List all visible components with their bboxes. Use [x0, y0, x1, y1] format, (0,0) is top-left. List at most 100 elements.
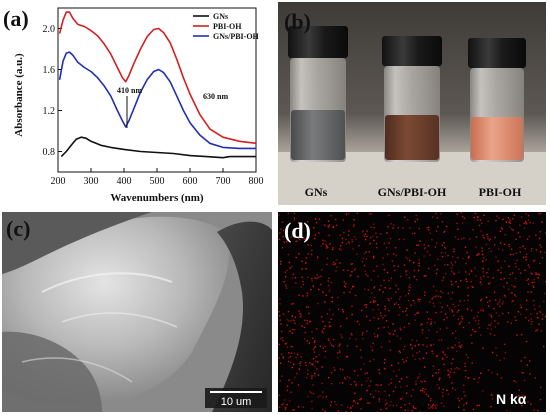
eds-dot: [442, 276, 445, 279]
eds-dot: [284, 343, 287, 345]
eds-dot: [435, 290, 438, 292]
eds-dot: [506, 282, 508, 284]
eds-dot: [433, 285, 435, 288]
eds-dot: [384, 287, 386, 289]
eds-dot: [436, 268, 438, 271]
eds-dot: [411, 339, 413, 341]
eds-dot: [366, 230, 368, 232]
eds-dot: [313, 341, 316, 344]
eds-dot: [509, 219, 511, 221]
eds-dot: [320, 275, 322, 277]
eds-dot: [433, 305, 436, 307]
eds-dot: [320, 245, 322, 247]
eds-dot: [373, 358, 375, 361]
eds-dot: [432, 407, 434, 409]
eds-dot: [498, 314, 500, 317]
eds-dot: [463, 409, 465, 411]
eds-dot: [402, 227, 404, 229]
eds-dot: [392, 404, 394, 407]
eds-dot: [406, 376, 408, 378]
vial-pbi-oh: [468, 38, 526, 162]
eds-dot: [316, 257, 319, 259]
eds-dot: [357, 275, 359, 278]
eds-dot: [422, 344, 424, 346]
eds-dot: [288, 400, 291, 402]
eds-dot: [461, 344, 463, 347]
eds-dot: [300, 361, 302, 363]
eds-dot: [337, 308, 340, 310]
eds-dot: [351, 286, 354, 288]
eds-dot: [335, 224, 338, 226]
eds-dot: [338, 248, 341, 250]
eds-dot: [333, 264, 335, 266]
eds-dot: [392, 224, 395, 226]
eds-dot: [421, 329, 424, 331]
eds-dot: [301, 225, 303, 228]
eds-dot: [407, 258, 409, 260]
eds-dot: [325, 247, 328, 249]
eds-dot: [442, 350, 444, 353]
eds-dot: [419, 298, 421, 301]
eds-dot: [336, 266, 338, 268]
eds-dot: [314, 277, 316, 279]
eds-dot: [465, 278, 467, 280]
eds-dot: [363, 264, 366, 267]
eds-dot: [491, 351, 494, 354]
eds-dot: [351, 263, 354, 265]
eds-dot: [445, 225, 448, 228]
eds-dot: [299, 312, 301, 315]
eds-dot: [543, 251, 546, 254]
legend-entry: PBI-OH: [213, 22, 242, 31]
eds-dot: [368, 251, 370, 253]
eds-dot: [482, 308, 484, 310]
eds-dot: [286, 389, 289, 392]
eds-dot: [316, 277, 318, 280]
eds-dot: [418, 344, 420, 346]
sem-wrinkle: [61, 312, 178, 328]
eds-dot: [443, 246, 446, 248]
eds-dot: [515, 238, 517, 240]
eds-dot: [403, 238, 405, 241]
eds-dot: [306, 319, 308, 322]
eds-dot: [288, 352, 290, 354]
eds-dot: [278, 406, 281, 408]
eds-dot: [291, 382, 293, 384]
eds-dot: [327, 338, 330, 340]
eds-dot: [482, 267, 484, 270]
eds-dot: [530, 250, 532, 252]
eds-dot: [371, 292, 373, 294]
eds-dot: [337, 357, 339, 359]
eds-dot: [482, 260, 484, 262]
eds-dot: [319, 283, 322, 286]
eds-dot: [398, 369, 400, 371]
eds-dot: [420, 389, 422, 392]
eds-dot: [292, 273, 295, 275]
eds-dot: [524, 248, 527, 250]
eds-dot: [383, 242, 386, 245]
eds-dot: [366, 372, 369, 374]
eds-dot: [334, 263, 337, 265]
eds-dot: [388, 242, 390, 244]
eds-dot: [313, 351, 316, 353]
eds-dot: [436, 384, 438, 386]
eds-dot: [468, 273, 470, 275]
eds-dot: [480, 278, 482, 281]
eds-dot: [459, 322, 461, 324]
eds-dot: [499, 242, 502, 244]
eds-dot: [447, 264, 449, 266]
eds-dot: [530, 313, 532, 315]
eds-dot: [487, 236, 489, 238]
eds-dot: [322, 391, 324, 393]
eds-dot: [404, 404, 406, 406]
eds-dot: [279, 298, 281, 300]
eds-dot: [426, 345, 428, 348]
x-tick-label: 700: [216, 176, 231, 187]
eds-dot: [322, 243, 324, 245]
eds-dot: [347, 269, 349, 272]
eds-dot: [429, 254, 431, 256]
eds-dot: [306, 295, 309, 297]
eds-dot: [482, 253, 484, 256]
eds-dot: [395, 375, 398, 377]
vial-cap: [468, 38, 526, 68]
